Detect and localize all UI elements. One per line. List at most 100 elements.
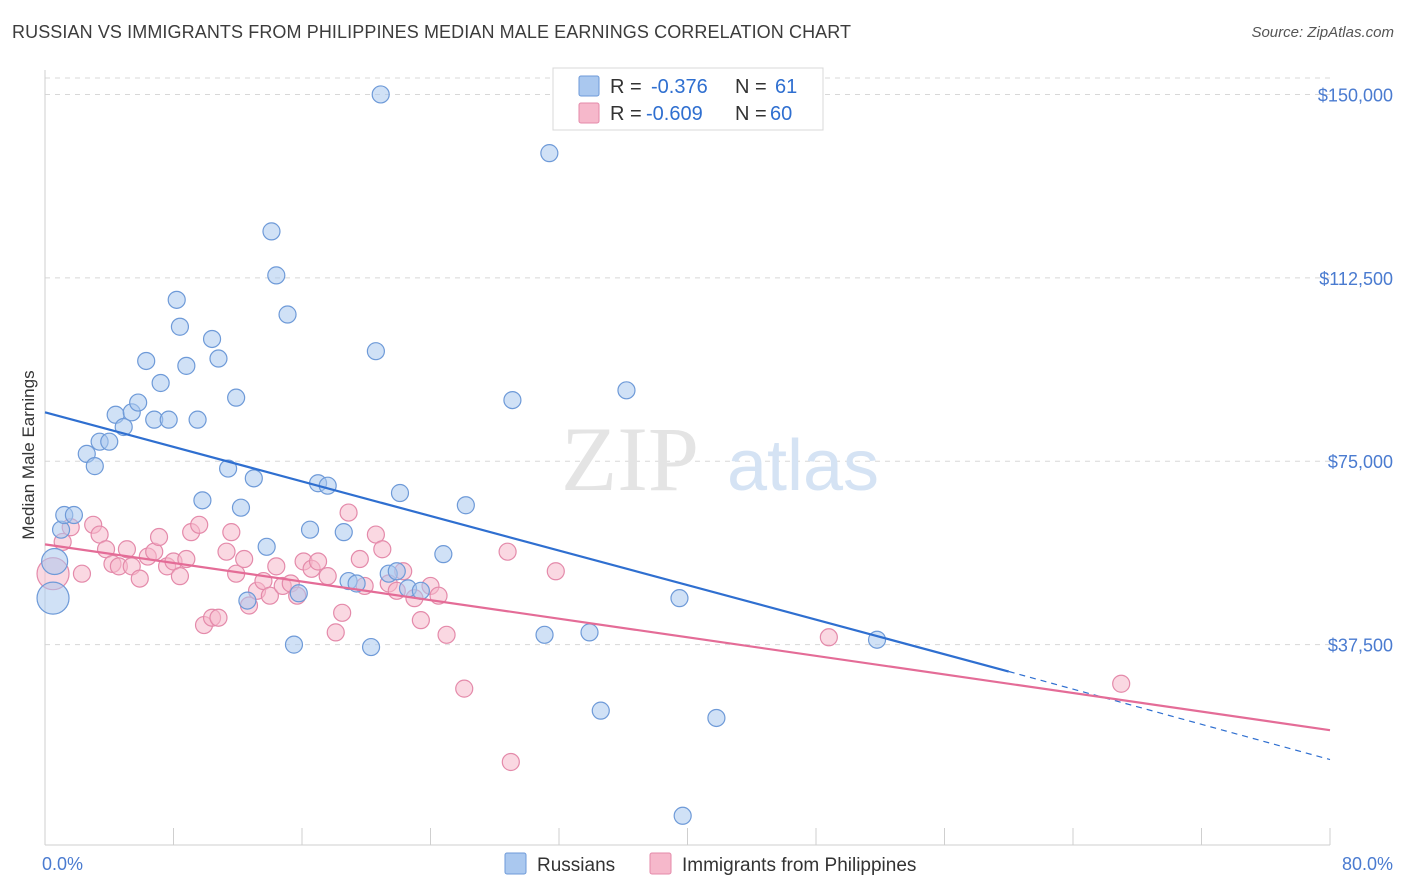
philippines-point-41 (333, 603, 352, 622)
stats-r-value-2: -0.609 (646, 103, 703, 125)
russians-point-19 (177, 356, 196, 375)
philippines-point-20 (190, 515, 209, 534)
russians-point-49 (434, 545, 453, 564)
series-russians-points (36, 85, 887, 825)
y-tick-labels: $37,500 $75,000 $112,500 $150,000 (1318, 85, 1393, 655)
russians-point-0 (36, 581, 70, 615)
philippines-point-9 (117, 540, 137, 559)
russians-point-12 (129, 393, 148, 412)
russians-point-23 (209, 349, 228, 368)
russians-point-16 (159, 410, 178, 429)
y-tick-label-1: $75,000 (1328, 452, 1393, 472)
philippines-point-3 (72, 564, 92, 583)
russians-point-24 (219, 459, 238, 478)
russians-point-6 (85, 457, 104, 476)
watermark-atlas: atlas (727, 426, 879, 506)
russians-point-55 (591, 701, 610, 720)
russians-point-41 (361, 637, 381, 657)
trend-lines (44, 411, 1331, 761)
philippines-point-55 (455, 679, 474, 698)
russians-point-26 (231, 498, 251, 517)
russians-point-43 (371, 85, 390, 104)
russians-point-17 (167, 290, 186, 309)
philippines-point-56 (498, 542, 517, 561)
zipatlas-watermark: ZIP atlas (561, 408, 879, 510)
philippines-point-17 (170, 567, 190, 586)
russians-point-53 (540, 144, 559, 163)
stats-r-label-1: R = (610, 76, 642, 98)
russians-point-58 (673, 806, 692, 825)
russians-point-57 (670, 589, 689, 608)
series-legend: Russians Immigrants from Philippines (504, 852, 916, 876)
stats-n-label-1: N = (735, 76, 767, 98)
x-tick-label-1: 80.0% (1342, 854, 1393, 874)
russians-point-18 (170, 317, 190, 336)
y-tick-label-2: $112,500 (1319, 269, 1393, 289)
russians-point-38 (334, 523, 353, 542)
philippines-point-58 (546, 562, 565, 581)
russians-point-21 (193, 491, 212, 510)
russians-point-52 (535, 625, 554, 644)
watermark-zip: ZIP (561, 408, 699, 510)
russians-point-8 (100, 432, 119, 451)
russians-point-33 (284, 635, 304, 654)
stats-r-label-2: R = (610, 103, 642, 125)
russians-point-56 (617, 381, 636, 400)
philippines-point-40 (326, 623, 345, 642)
russians-point-54 (580, 623, 599, 642)
russians-point-25 (227, 388, 246, 407)
stats-legend: R = -0.376 N = 61 R = -0.609 N = 60 (552, 67, 824, 131)
source-attribution: Source: ZipAtlas.com (1251, 24, 1394, 41)
philippines-point-39 (318, 567, 337, 586)
philippines-point-42 (339, 503, 358, 522)
y-tick-label-3: $150,000 (1318, 85, 1393, 105)
philippines-point-25 (222, 523, 241, 542)
philippines-point-59 (819, 628, 838, 647)
legend-label-philippines: Immigrants from Philippines (682, 855, 916, 876)
stats-n-label-2: N = (735, 103, 767, 125)
russians-point-45 (387, 562, 406, 581)
russians-point-20 (188, 410, 207, 429)
x-tick-labels: 0.0% 80.0% (42, 854, 1393, 874)
philippines-point-60 (1112, 674, 1131, 693)
philippines-point-14 (149, 527, 169, 547)
russians-point-46 (390, 483, 410, 503)
russians-point-15 (151, 373, 170, 393)
russians-point-13 (137, 351, 156, 371)
philippines-point-31 (260, 586, 279, 605)
x-tick-label-0: 0.0% (42, 854, 83, 874)
axes (44, 70, 1331, 846)
philippines-point-43 (350, 549, 369, 569)
russians-point-27 (238, 591, 257, 610)
philippines-point-46 (373, 540, 392, 559)
russians-point-22 (202, 329, 222, 349)
philippines-point-51 (411, 611, 430, 630)
y-axis-label: Median Male Earnings (19, 370, 38, 539)
russians-point-29 (257, 537, 276, 556)
philippines-trend-line (44, 543, 1331, 732)
philippines-point-32 (267, 557, 286, 576)
russians-trend-line (44, 411, 1010, 673)
russians-point-1 (41, 547, 69, 576)
russians-point-30 (262, 222, 281, 241)
stats-swatch-philippines (578, 102, 600, 124)
russians-point-32 (278, 305, 297, 324)
philippines-point-54 (437, 625, 456, 644)
stats-n-value-2: 60 (770, 103, 792, 125)
stats-n-value-1: 61 (775, 76, 797, 98)
russians-point-34 (289, 584, 308, 603)
russians-point-4 (64, 505, 84, 525)
philippines-point-57 (501, 752, 520, 772)
chart-title: RUSSIAN VS IMMIGRANTS FROM PHILIPPINES M… (12, 22, 852, 42)
russians-point-59 (707, 708, 726, 728)
philippines-point-24 (217, 542, 236, 561)
stats-r-value-1: -0.376 (651, 76, 708, 98)
philippines-point-11 (130, 569, 149, 588)
stats-swatch-russians (578, 75, 600, 97)
russians-point-28 (244, 469, 263, 488)
russians-point-2 (51, 520, 71, 539)
russians-point-51 (503, 390, 522, 410)
russians-point-31 (267, 266, 286, 285)
series-philippines-points (36, 503, 1131, 772)
